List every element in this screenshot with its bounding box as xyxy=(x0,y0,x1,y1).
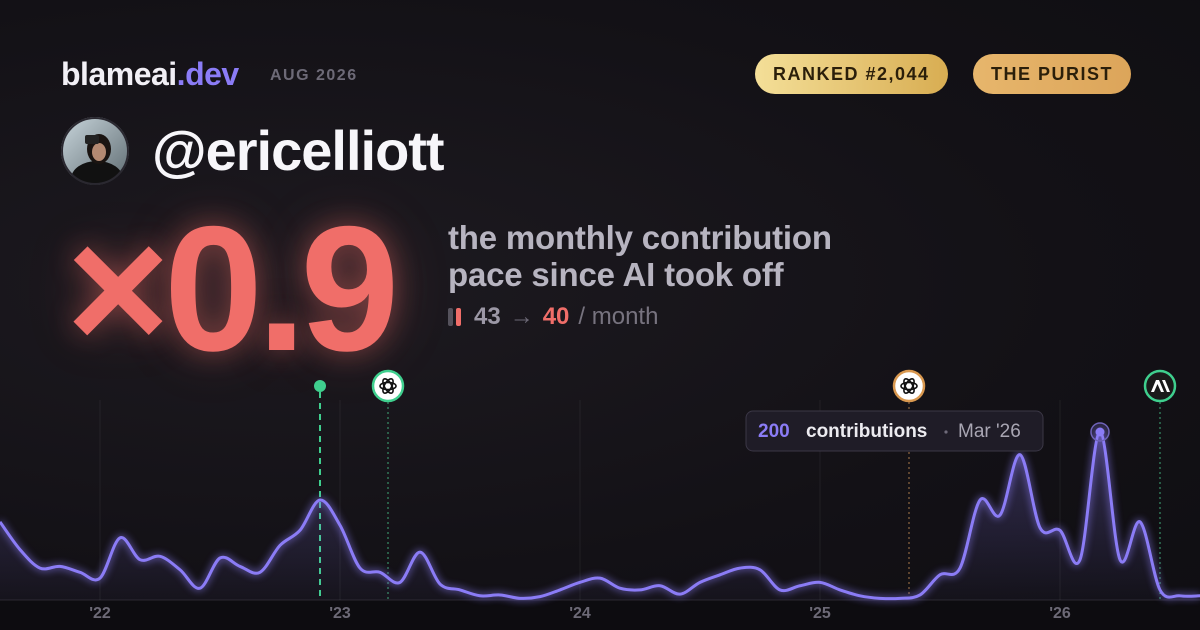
pace-after: 40 xyxy=(542,303,570,330)
pace-unit: / month xyxy=(578,303,659,330)
tooltip: 200 contributions Mar '26 xyxy=(745,410,1044,452)
brand-name: blameai xyxy=(61,56,177,92)
axis-band xyxy=(0,600,1200,630)
event-dot xyxy=(314,380,326,392)
description-line: pace since AI took off xyxy=(448,256,784,293)
line xyxy=(0,430,1200,601)
tooltip-label: contributions xyxy=(806,421,927,442)
brand: blameai.dev xyxy=(61,56,239,93)
pace-icon xyxy=(448,308,461,326)
pace-before: 43 xyxy=(474,303,501,330)
x-tick-label: '23 xyxy=(329,605,351,622)
tooltip-value: 200 xyxy=(758,421,790,442)
brand-tld: .dev xyxy=(176,56,240,92)
rank-badge: RANKED #2,044 xyxy=(755,54,948,94)
highlight-point xyxy=(1095,427,1105,437)
x-tick-label: '24 xyxy=(569,605,591,622)
pace-arrow: → xyxy=(509,303,534,330)
x-tick-label: '25 xyxy=(809,605,831,622)
handle: @ericelliott xyxy=(152,119,445,182)
tooltip-separator xyxy=(944,430,948,434)
persona-badge: THE PURIST xyxy=(973,54,1132,94)
openai-icon xyxy=(371,369,405,403)
x-tick-label: '26 xyxy=(1049,605,1071,622)
area xyxy=(0,432,1200,600)
multiplier: ×0.9 xyxy=(66,189,399,388)
description-line: the monthly contribution xyxy=(448,219,832,256)
x-tick-label: '22 xyxy=(89,605,111,622)
event-markers xyxy=(314,369,1177,600)
tooltip-box xyxy=(745,410,1044,452)
anthropic-icon xyxy=(1143,369,1177,403)
openai-icon xyxy=(892,369,926,403)
avatar xyxy=(61,117,129,185)
pace: 43 → 40 / month xyxy=(448,303,658,331)
period: AUG 2026 xyxy=(270,67,358,84)
tooltip-date: Mar '26 xyxy=(958,421,1021,442)
